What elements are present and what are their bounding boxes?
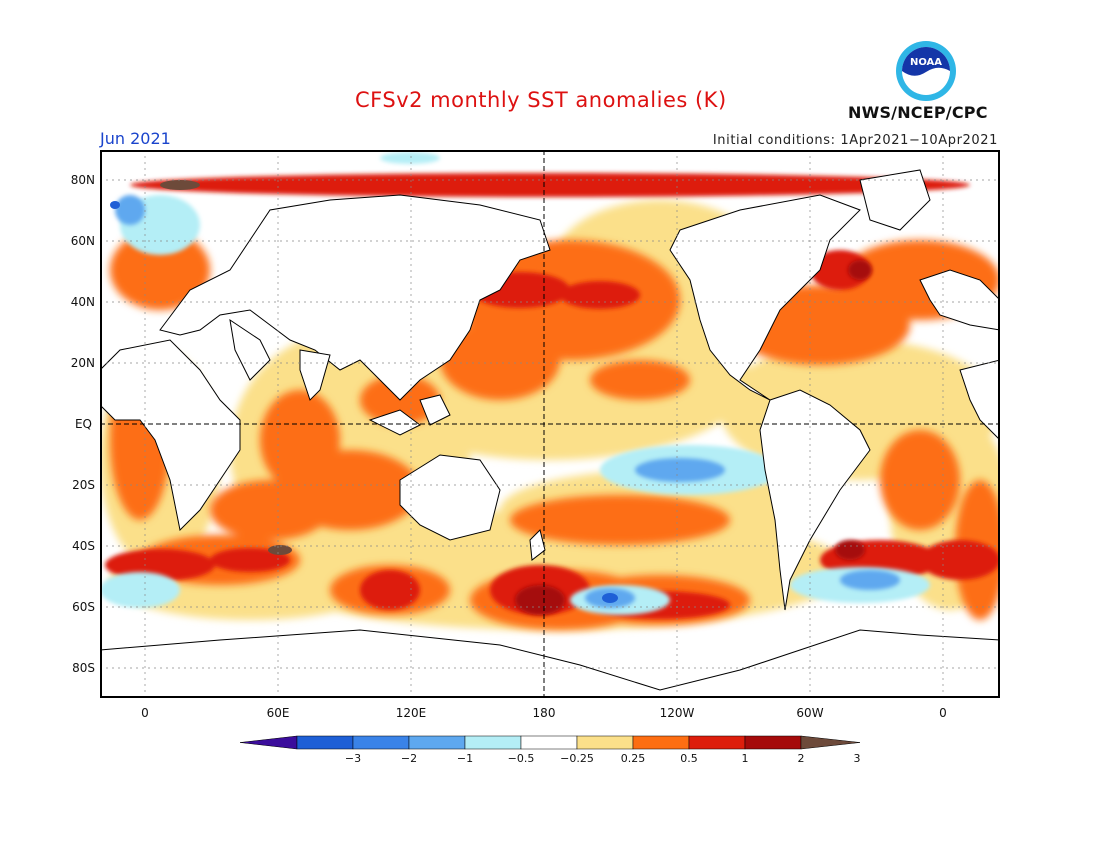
colorbar-max-arrow bbox=[800, 735, 860, 750]
colorbar-tick-label: 3 bbox=[853, 752, 861, 765]
anomaly-very-strong-warm bbox=[515, 260, 872, 615]
chart-title: CFSv2 monthly SST anomalies (K) bbox=[355, 88, 727, 112]
initial-conditions: Initial conditions: 1Apr2021−10Apr2021 bbox=[712, 133, 998, 148]
lat-label: EQ bbox=[74, 417, 92, 431]
map-frame bbox=[100, 150, 1000, 698]
colorbar-tick-label: −0.25 bbox=[560, 752, 594, 765]
colorbar-tick-label: 0.25 bbox=[620, 752, 646, 765]
lat-label: 20N bbox=[70, 356, 95, 370]
lat-label: 60S bbox=[72, 600, 95, 614]
land-masses bbox=[100, 169, 1000, 698]
colorbar-swatch bbox=[464, 735, 522, 750]
anomaly-field bbox=[100, 152, 1000, 698]
lat-label: 60N bbox=[70, 234, 95, 248]
lon-label: 120W bbox=[659, 706, 695, 720]
lon-label: 0 bbox=[939, 706, 947, 720]
valid-period: Jun 2021 bbox=[100, 129, 171, 148]
colorbar-tick-label: −2 bbox=[400, 752, 418, 765]
colorbar-swatch bbox=[520, 735, 578, 750]
colorbar-swatch bbox=[744, 735, 802, 750]
colorbar-min-arrow bbox=[240, 735, 298, 750]
colorbar-tick-label: −3 bbox=[344, 752, 362, 765]
sst-anomaly-map bbox=[100, 150, 1000, 698]
anomaly-strong-cool bbox=[110, 201, 618, 603]
lat-label: 40N bbox=[70, 295, 95, 309]
lon-label: 120E bbox=[395, 706, 427, 720]
lat-label: 40S bbox=[72, 539, 95, 553]
logo-text: NOAA bbox=[910, 57, 942, 68]
reference-lines bbox=[100, 150, 1000, 698]
anomaly-moderate-cool bbox=[115, 195, 900, 608]
colorbar-swatch bbox=[688, 735, 746, 750]
anomaly-extreme-warm bbox=[160, 180, 468, 555]
colorbar-swatch bbox=[408, 735, 466, 750]
agency-label: NWS/NCEP/CPC bbox=[848, 103, 988, 122]
lon-label: 60E bbox=[266, 706, 290, 720]
graticule bbox=[100, 150, 1000, 698]
lat-label: 20S bbox=[72, 478, 95, 492]
colorbar bbox=[240, 735, 860, 750]
colorbar-tick-label: 0.5 bbox=[680, 752, 698, 765]
colorbar-tick-label: −1 bbox=[456, 752, 474, 765]
colorbar-tick-label: 1 bbox=[741, 752, 749, 765]
colorbar-swatch bbox=[632, 735, 690, 750]
lon-label: 60W bbox=[796, 706, 824, 720]
colorbar-swatch bbox=[576, 735, 634, 750]
lon-label: 180 bbox=[532, 706, 556, 720]
colorbar-swatch bbox=[352, 735, 410, 750]
colorbar-tick-label: 2 bbox=[797, 752, 805, 765]
lat-label: 80N bbox=[70, 173, 95, 187]
lat-label: 80S bbox=[72, 661, 95, 675]
colorbar-tick-label: −0.5 bbox=[507, 752, 535, 765]
noaa-logo: NOAA bbox=[896, 41, 956, 101]
lon-label: 0 bbox=[141, 706, 149, 720]
colorbar-swatch bbox=[296, 735, 354, 750]
